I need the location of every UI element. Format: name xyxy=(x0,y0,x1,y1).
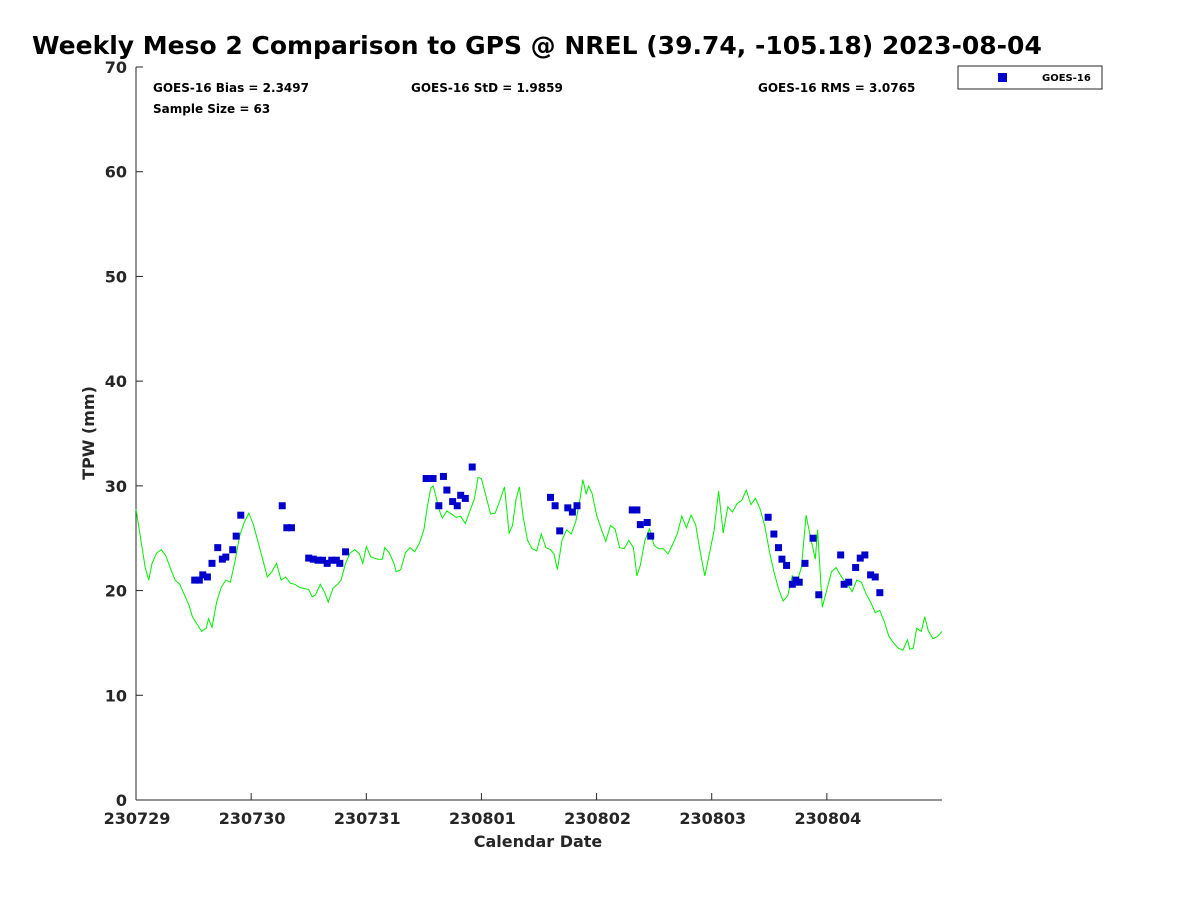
scatter-point-goes16 xyxy=(461,494,469,502)
scatter-point-goes16 xyxy=(232,532,240,540)
scatter-point-goes16 xyxy=(643,519,651,527)
legend-box xyxy=(957,65,1103,90)
scatter-point-goes16 xyxy=(837,551,845,559)
scatter-point-goes16 xyxy=(628,506,636,514)
stat-std: GOES-16 StD = 1.9859 xyxy=(411,81,563,95)
scatter-point-goes16 xyxy=(305,554,313,562)
stat-sample-size: Sample Size = 63 xyxy=(153,102,270,116)
scatter-point-goes16 xyxy=(876,589,884,597)
scatter-point-goes16 xyxy=(443,486,451,494)
scatter-point-goes16 xyxy=(795,578,803,586)
scatter-point-goes16 xyxy=(856,554,864,562)
scatter-point-goes16 xyxy=(647,532,655,540)
scatter-point-goes16 xyxy=(783,561,791,569)
scatter-point-goes16 xyxy=(573,502,581,510)
x-tick-label: 230731 xyxy=(334,809,401,828)
scatter-point-goes16 xyxy=(323,559,331,567)
scatter-point-goes16 xyxy=(468,463,476,471)
scatter-point-goes16 xyxy=(564,504,572,512)
scatter-point-goes16 xyxy=(439,472,447,480)
series-line-gps xyxy=(135,476,943,651)
legend-marker-goes16 xyxy=(998,73,1007,82)
y-tick-label: 30 xyxy=(105,477,127,496)
y-tick-label: 20 xyxy=(105,582,127,601)
x-axis-ticks: 230729 230730 230731 230801 230802 230803 2308… xyxy=(104,793,861,828)
scatter-point-goes16 xyxy=(429,475,437,483)
scatter-point-goes16 xyxy=(208,559,216,567)
plot-area xyxy=(136,67,942,800)
x-tick-label: 230730 xyxy=(219,809,286,828)
scatter-point-goes16 xyxy=(453,502,461,510)
scatter-point-goes16 xyxy=(457,491,465,499)
scatter-point-goes16 xyxy=(788,580,796,588)
x-tick-label: 230729 xyxy=(104,809,171,828)
y-axis-ticks: 0 10 20 30 40 50 60 70 xyxy=(105,58,143,810)
scatter-point-goes16 xyxy=(203,573,211,581)
scatter-point-goes16 xyxy=(636,521,644,529)
y-tick-label: 0 xyxy=(116,791,127,810)
scatter-point-goes16 xyxy=(764,513,772,521)
scatter-point-goes16 xyxy=(845,578,853,586)
scatter-point-goes16 xyxy=(222,553,230,561)
series-layer xyxy=(135,463,943,651)
y-axis-title: TPW (mm) xyxy=(79,386,98,480)
scatter-point-goes16 xyxy=(449,498,457,506)
scatter-point-goes16 xyxy=(214,544,222,552)
scatter-point-goes16 xyxy=(551,502,559,510)
scatter-point-goes16 xyxy=(852,564,860,572)
scatter-point-goes16 xyxy=(342,548,350,556)
legend: GOES-16 xyxy=(957,65,1103,90)
scatter-point-goes16 xyxy=(568,508,576,516)
scatter-point-goes16 xyxy=(861,551,869,559)
x-tick-label: 230801 xyxy=(449,809,516,828)
scatter-point-goes16 xyxy=(840,580,848,588)
scatter-point-goes16 xyxy=(871,573,879,581)
x-tick-label: 230802 xyxy=(564,809,631,828)
scatter-point-goes16 xyxy=(809,534,817,542)
scatter-point-goes16 xyxy=(801,559,809,567)
scatter-point-goes16 xyxy=(283,524,291,532)
scatter-point-goes16 xyxy=(195,576,203,584)
scatter-point-goes16 xyxy=(309,555,317,563)
scatter-point-goes16 xyxy=(319,556,327,564)
scatter-point-goes16 xyxy=(867,571,875,579)
scatter-point-goes16 xyxy=(778,555,786,563)
scatter-point-goes16 xyxy=(314,556,322,564)
scatter-point-goes16 xyxy=(547,493,555,501)
x-axis-title: Calendar Date xyxy=(474,832,603,851)
scatter-point-goes16 xyxy=(633,506,641,514)
scatter-point-goes16 xyxy=(278,502,286,510)
stat-bias: GOES-16 Bias = 2.3497 xyxy=(153,81,309,95)
x-tick-label: 230804 xyxy=(794,809,861,828)
scatter-point-goes16 xyxy=(328,556,336,564)
scatter-point-goes16 xyxy=(774,544,782,552)
chart-title: Weekly Meso 2 Comparison to GPS @ NREL (… xyxy=(32,31,1042,60)
y-tick-label: 50 xyxy=(105,267,127,286)
scatter-point-goes16 xyxy=(815,591,823,599)
scatter-point-goes16 xyxy=(199,571,207,579)
scatter-point-goes16 xyxy=(336,559,344,567)
y-tick-label: 10 xyxy=(105,686,127,705)
scatter-point-goes16 xyxy=(556,527,564,535)
y-tick-label: 40 xyxy=(105,372,127,391)
x-tick-label: 230803 xyxy=(679,809,746,828)
y-tick-label: 60 xyxy=(105,163,127,182)
scatter-point-goes16 xyxy=(237,511,245,519)
y-tick-label: 70 xyxy=(105,58,127,77)
scatter-point-goes16 xyxy=(191,576,199,584)
scatter-point-goes16 xyxy=(435,502,443,510)
legend-label-goes16: GOES-16 xyxy=(1042,73,1091,84)
scatter-point-goes16 xyxy=(287,524,295,532)
scatter-point-goes16 xyxy=(229,546,237,554)
scatter-point-goes16 xyxy=(422,475,430,483)
scatter-point-goes16 xyxy=(770,530,778,538)
stat-rms: GOES-16 RMS = 3.0765 xyxy=(758,81,915,95)
